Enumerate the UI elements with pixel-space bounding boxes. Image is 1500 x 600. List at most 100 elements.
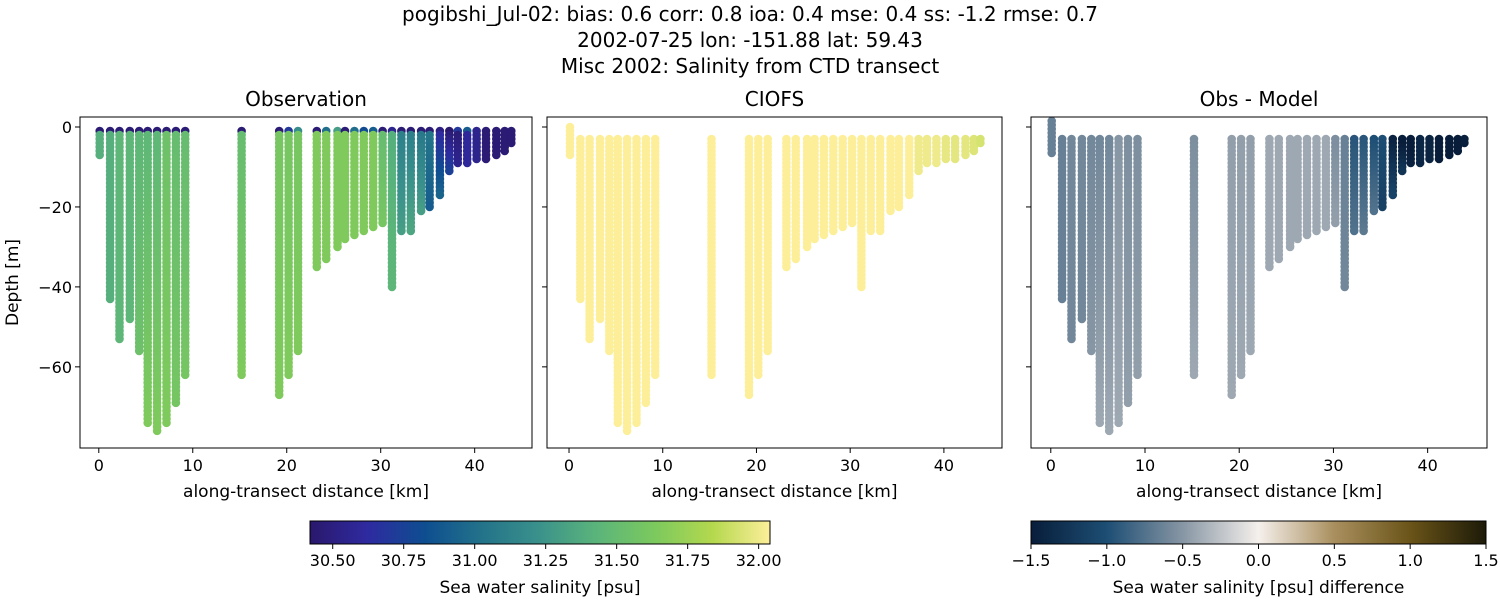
cast-point	[1434, 154, 1444, 164]
cast-point	[435, 190, 445, 200]
figure-title-line-3: Misc 2002: Salinity from CTD transect	[560, 54, 940, 78]
colorbar-label: Sea water salinity [psu]	[440, 578, 641, 598]
cast-point	[340, 234, 350, 244]
cast-point	[171, 398, 181, 408]
cast-point	[1077, 314, 1087, 324]
cast-point	[585, 334, 594, 344]
cast-point	[321, 254, 331, 264]
x-axis-label: along-transect distance [km]	[183, 482, 429, 502]
cast-point	[950, 154, 960, 164]
cast-point	[904, 190, 914, 200]
colorbar-bar	[1030, 520, 1487, 545]
cast-point	[894, 202, 904, 212]
axes-frame	[546, 116, 1003, 449]
x-tick-label: 30	[1323, 456, 1343, 475]
y-tick-label: −60	[38, 358, 72, 377]
x-tick-label: 10	[1135, 456, 1155, 475]
colorbar-bar	[309, 520, 771, 545]
colorbar-tick-label: 31.25	[523, 551, 569, 570]
cast-point	[1340, 282, 1349, 292]
cast-point	[1445, 150, 1454, 160]
cast-point	[397, 226, 406, 236]
cast-point	[847, 218, 857, 228]
points-group	[1047, 117, 1469, 436]
cast-point	[500, 146, 510, 156]
cast-point	[125, 314, 135, 324]
cast-point	[1331, 218, 1340, 228]
cast-point	[481, 154, 491, 164]
axes-frame	[1030, 116, 1488, 449]
cast-point	[622, 426, 632, 436]
panel-title: Observation	[245, 87, 367, 111]
cast-point	[378, 218, 387, 228]
colorbar-tick-label: 1.0	[1397, 551, 1422, 570]
x-axis-label: along-transect distance [km]	[1136, 482, 1382, 502]
colorbar-tick-label: 0.0	[1246, 551, 1271, 570]
cast-point	[707, 370, 716, 380]
colorbar-salinity: 30.50 30.75 31.00 31.25 31.50 31.75 32.00 Sea w…	[309, 520, 782, 598]
cast-point	[1397, 166, 1407, 176]
colorbar-tick-label: 31.50	[594, 551, 640, 570]
panel-diff: Obs - Model 0 10 20 30 40 along-transect dista…	[1026, 87, 1488, 502]
cast-point	[961, 150, 970, 160]
cast-point	[95, 150, 104, 160]
cast-point	[1057, 294, 1067, 304]
colorbar-label: Sea water salinity [psu] difference	[1113, 578, 1405, 598]
cast-point	[1067, 334, 1076, 344]
cast-point	[1359, 226, 1368, 236]
x-axis-label: along-transect distance [km]	[652, 482, 898, 502]
colorbar-tick-label: 30.75	[381, 551, 427, 570]
cast-point	[1293, 234, 1302, 244]
x-tick-label: 0	[1046, 456, 1056, 475]
cast-point	[492, 150, 501, 160]
y-tick-label: −40	[38, 278, 72, 297]
colorbar-tick-label: 31.75	[665, 551, 711, 570]
cast-point	[605, 346, 614, 356]
cast-point	[359, 226, 369, 236]
cast-point	[886, 206, 895, 216]
cast-point	[1095, 418, 1105, 428]
cast-point	[941, 154, 951, 164]
x-tick-label: 40	[1417, 456, 1437, 475]
cast-point	[115, 334, 124, 344]
cast-point	[143, 418, 152, 428]
cast-point	[1274, 254, 1284, 264]
cast-point	[810, 234, 819, 244]
figure-title-line-1: pogibshi_Jul-02: bias: 0.6 corr: 0.8 ioa…	[402, 2, 1098, 26]
cast-point	[237, 370, 246, 380]
cast-point	[1236, 370, 1246, 380]
cast-point	[763, 346, 772, 356]
cast-point	[1227, 390, 1236, 400]
cast-point	[1312, 226, 1321, 236]
cast-point	[1415, 158, 1425, 168]
x-tick-label: 20	[746, 456, 766, 475]
cast-point	[754, 370, 763, 380]
cast-point	[969, 146, 979, 156]
cast-point	[632, 418, 641, 428]
panel-title: Obs - Model	[1200, 87, 1319, 111]
cast-point	[1369, 206, 1379, 216]
cast-point	[1453, 146, 1463, 156]
cast-point	[368, 222, 378, 232]
cast-point	[613, 418, 623, 428]
x-tick-label: 10	[183, 456, 203, 475]
cast-point	[1087, 346, 1096, 356]
cast-point	[1189, 370, 1199, 380]
cast-point	[829, 226, 838, 236]
cast-point	[162, 418, 171, 428]
cast-point	[152, 426, 162, 436]
cast-point	[922, 158, 932, 168]
cast-point	[312, 262, 322, 272]
cast-point	[565, 150, 575, 160]
cast-point	[333, 242, 342, 252]
points-group	[565, 122, 985, 436]
y-tick-label: 0	[62, 118, 72, 137]
cast-point	[1349, 226, 1359, 236]
cast-point	[387, 282, 397, 292]
points-group	[95, 126, 516, 436]
cast-point	[1302, 230, 1312, 240]
cast-point	[914, 166, 923, 176]
cast-point	[932, 158, 941, 168]
